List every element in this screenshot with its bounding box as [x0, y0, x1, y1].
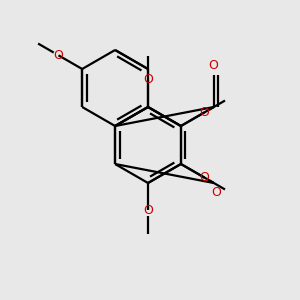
Text: O: O — [211, 186, 221, 199]
Text: O: O — [143, 73, 153, 86]
Text: O: O — [54, 49, 63, 62]
Text: O: O — [200, 171, 209, 184]
Text: O: O — [143, 204, 153, 217]
Text: O: O — [200, 106, 209, 119]
Text: O: O — [208, 59, 218, 72]
